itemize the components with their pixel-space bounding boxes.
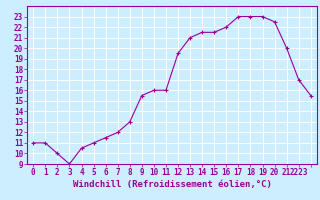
X-axis label: Windchill (Refroidissement éolien,°C): Windchill (Refroidissement éolien,°C) [73, 180, 271, 189]
